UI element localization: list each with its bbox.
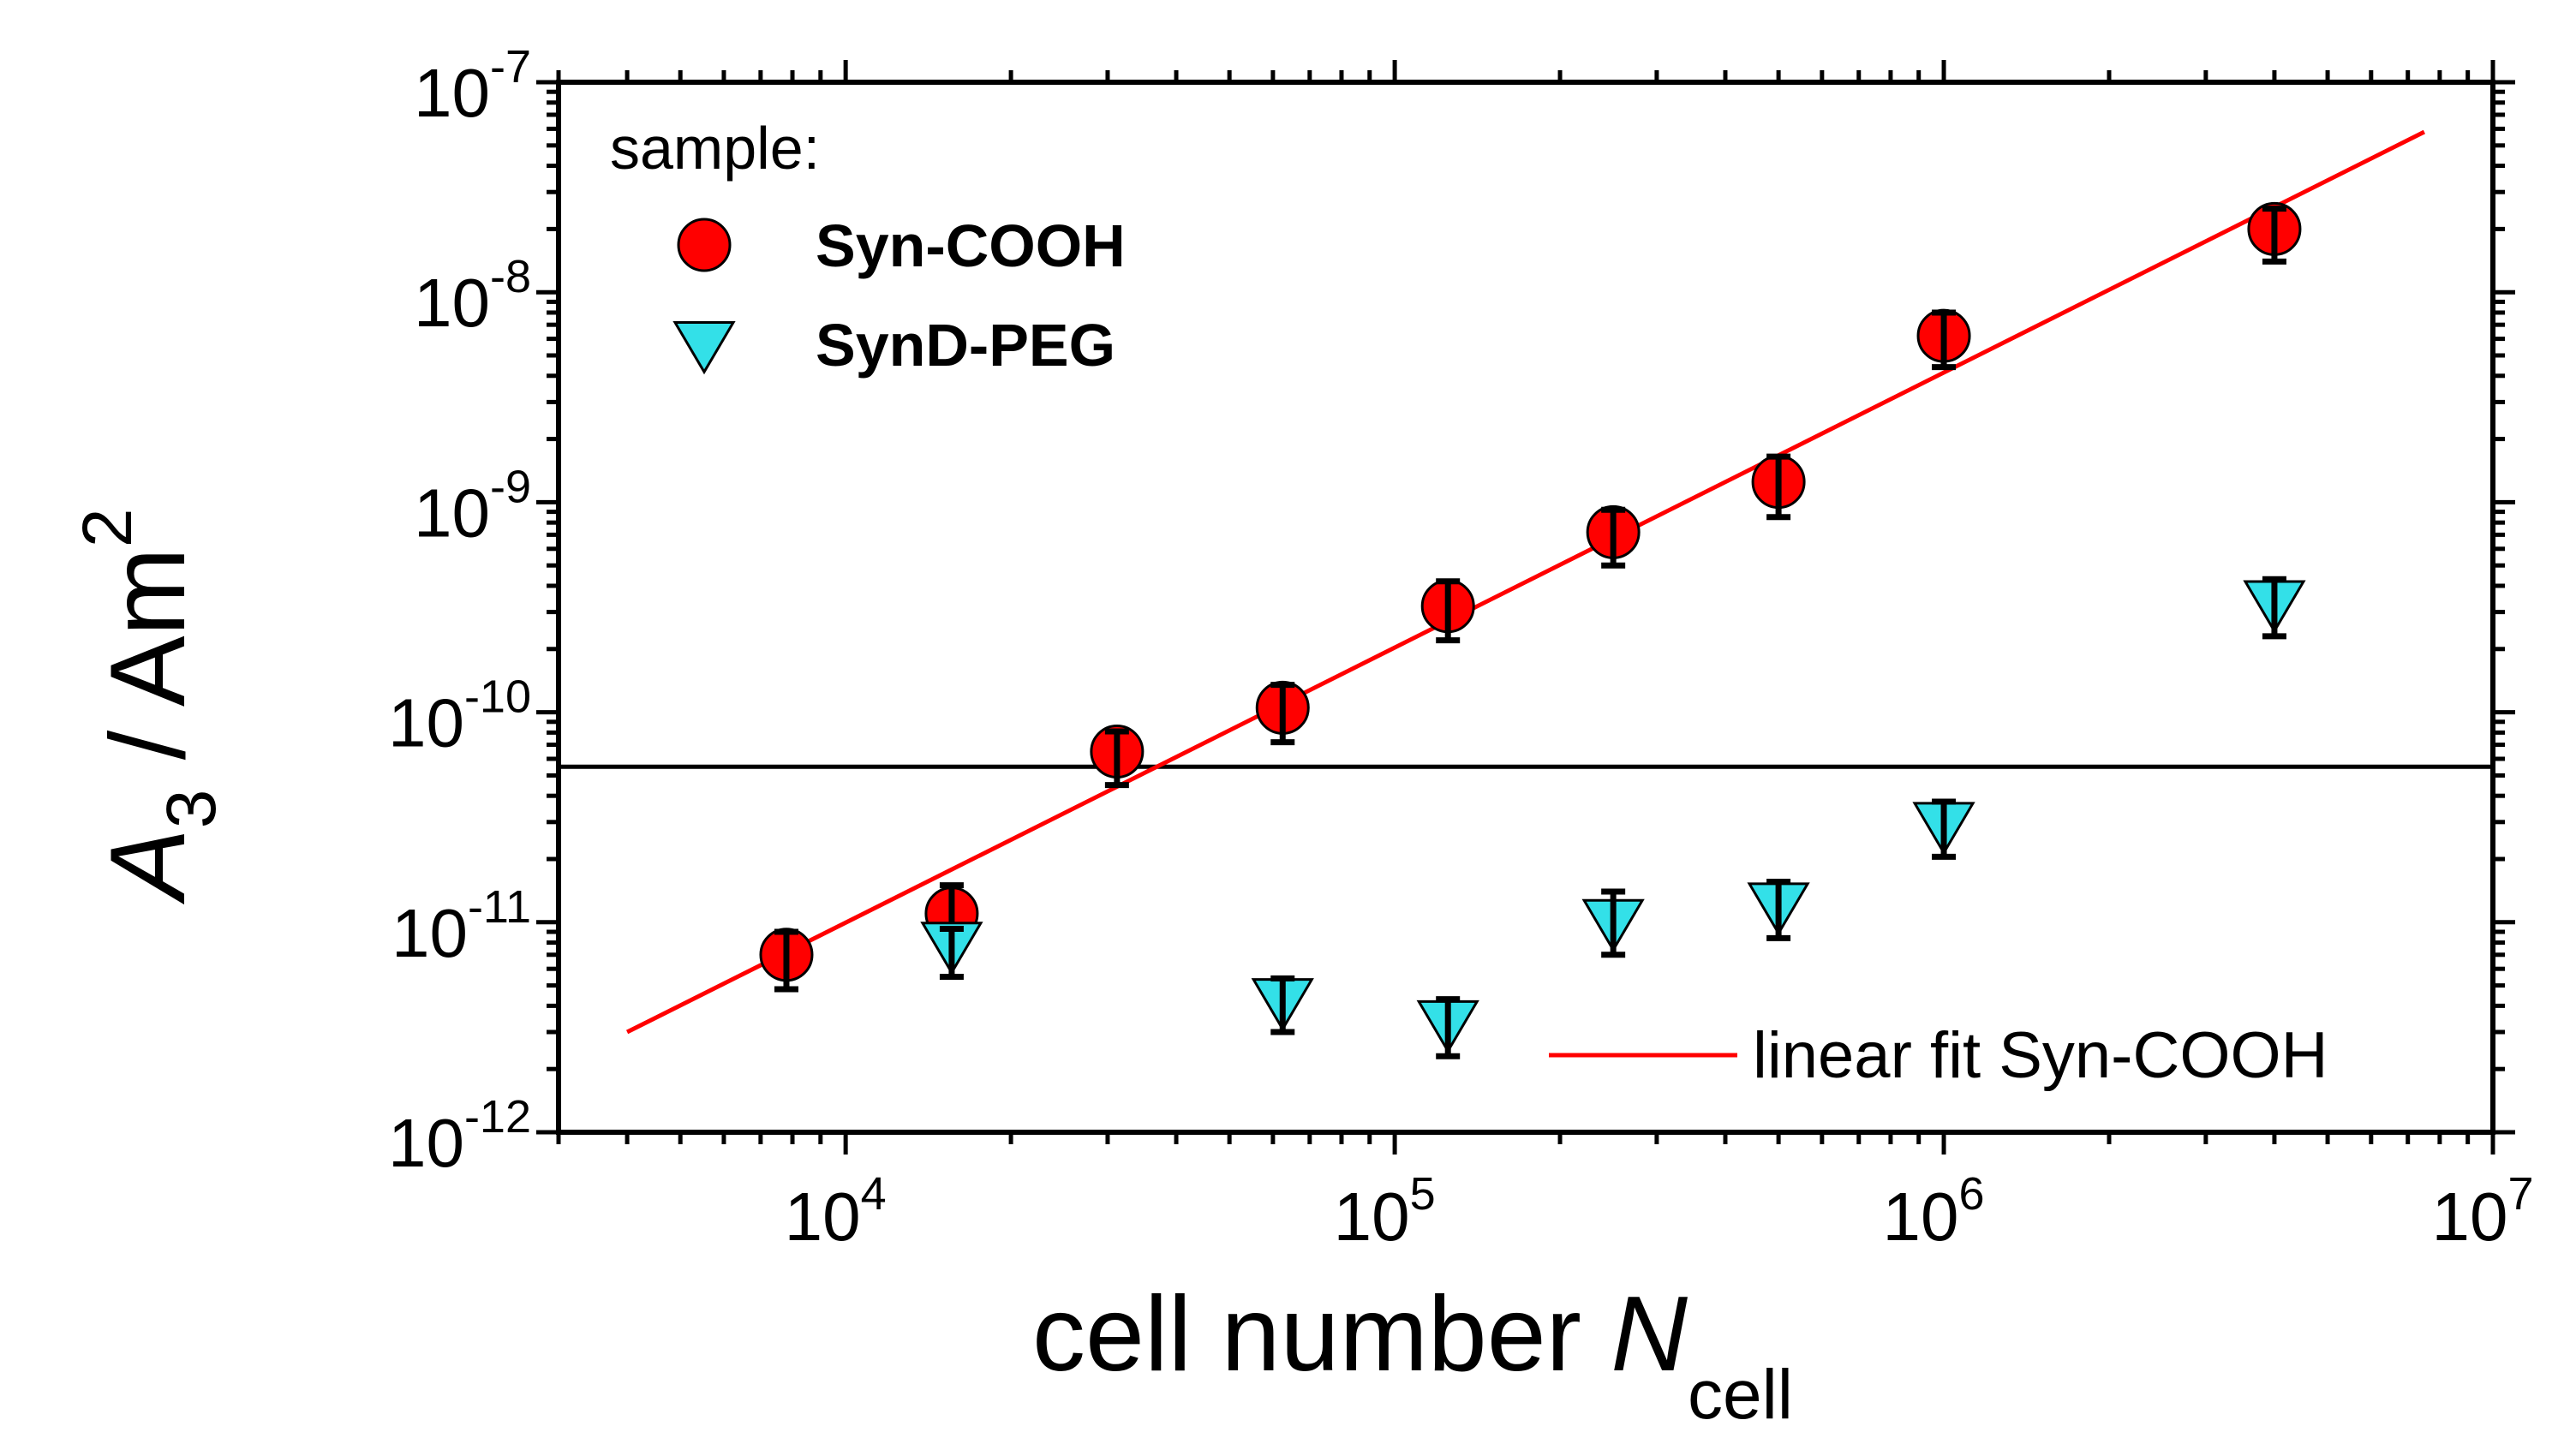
y-tick-label-exp: -10 (464, 671, 531, 723)
x-tick-label: 107 (2431, 1168, 2533, 1255)
y-tick-label-exp: -7 (490, 41, 531, 92)
fit-line (625, 129, 2426, 1035)
x-axis-title-main: cell number (1032, 1275, 1611, 1393)
legend-marker-synd-peg (672, 321, 736, 375)
y-tick-label-exp: -9 (490, 461, 531, 512)
y-tick-label: 10-12 (388, 1091, 531, 1181)
legend-marker-shape-syn-cooh (677, 218, 732, 272)
y-tick-label-base: 10 (414, 474, 490, 551)
legend-marker-shape-synd-peg (672, 321, 736, 375)
legend: sample: Syn-COOH SynD-PEG linear fit Syn… (610, 115, 2328, 1092)
y-tick-label-base: 10 (414, 55, 490, 131)
y-axis-title-var: A (89, 828, 207, 905)
data-points (759, 201, 2306, 1059)
x-tick-label-exp: 4 (861, 1168, 887, 1220)
x-tick-label: 105 (1334, 1168, 1436, 1255)
y-tick-label-exp: -12 (464, 1091, 531, 1143)
y-tick-label-base: 10 (391, 895, 468, 971)
plot-frame (556, 80, 2495, 1135)
y-tick-label: 10-7 (414, 41, 531, 131)
x-tick-label-base: 10 (2431, 1178, 2507, 1255)
y-tick-label: 10-9 (414, 461, 531, 551)
y-tick-label-base: 10 (414, 265, 490, 341)
x-tick-label-base: 10 (1883, 1178, 1959, 1255)
y-axis-title-sub: 3 (152, 790, 230, 829)
y-tick-label-exp: -11 (468, 881, 531, 933)
legend-fit-label: linear fit Syn-COOH (1753, 1019, 2328, 1092)
x-tick-label: 104 (785, 1168, 887, 1255)
y-tick-label: 10-11 (391, 881, 531, 971)
fit-line-group (625, 129, 2426, 1035)
y-axis-title-rest: / Am (89, 547, 207, 790)
x-axis-title: cell number Ncell (1032, 1275, 1793, 1432)
x-tick-label-exp: 6 (1959, 1168, 1985, 1220)
y-axis-title: A3 / Am2 (69, 509, 230, 905)
y-tick-label-base: 10 (388, 1105, 464, 1181)
x-axis-title-sub: cell (1688, 1356, 1793, 1432)
y-tick-label: 10-10 (388, 671, 531, 761)
x-tick-label: 106 (1883, 1168, 1985, 1255)
legend-label-syn-cooh: Syn-COOH (816, 212, 1126, 279)
y-tick-label-base: 10 (388, 685, 464, 761)
x-axis-title-var: N (1611, 1275, 1688, 1393)
legend-title: sample: (610, 115, 820, 182)
x-tick-label-exp: 5 (1410, 1168, 1436, 1220)
legend-label-synd-peg: SynD-PEG (816, 312, 1115, 379)
x-tick-label-base: 10 (1334, 1178, 1410, 1255)
y-tick-label: 10-8 (414, 251, 531, 341)
y-tick-label-exp: -8 (490, 251, 531, 302)
x-tick-label-base: 10 (785, 1178, 861, 1255)
y-axis-title-sup: 2 (69, 509, 146, 548)
legend-marker-syn-cooh (677, 218, 732, 272)
x-tick-label-exp: 7 (2507, 1168, 2533, 1220)
